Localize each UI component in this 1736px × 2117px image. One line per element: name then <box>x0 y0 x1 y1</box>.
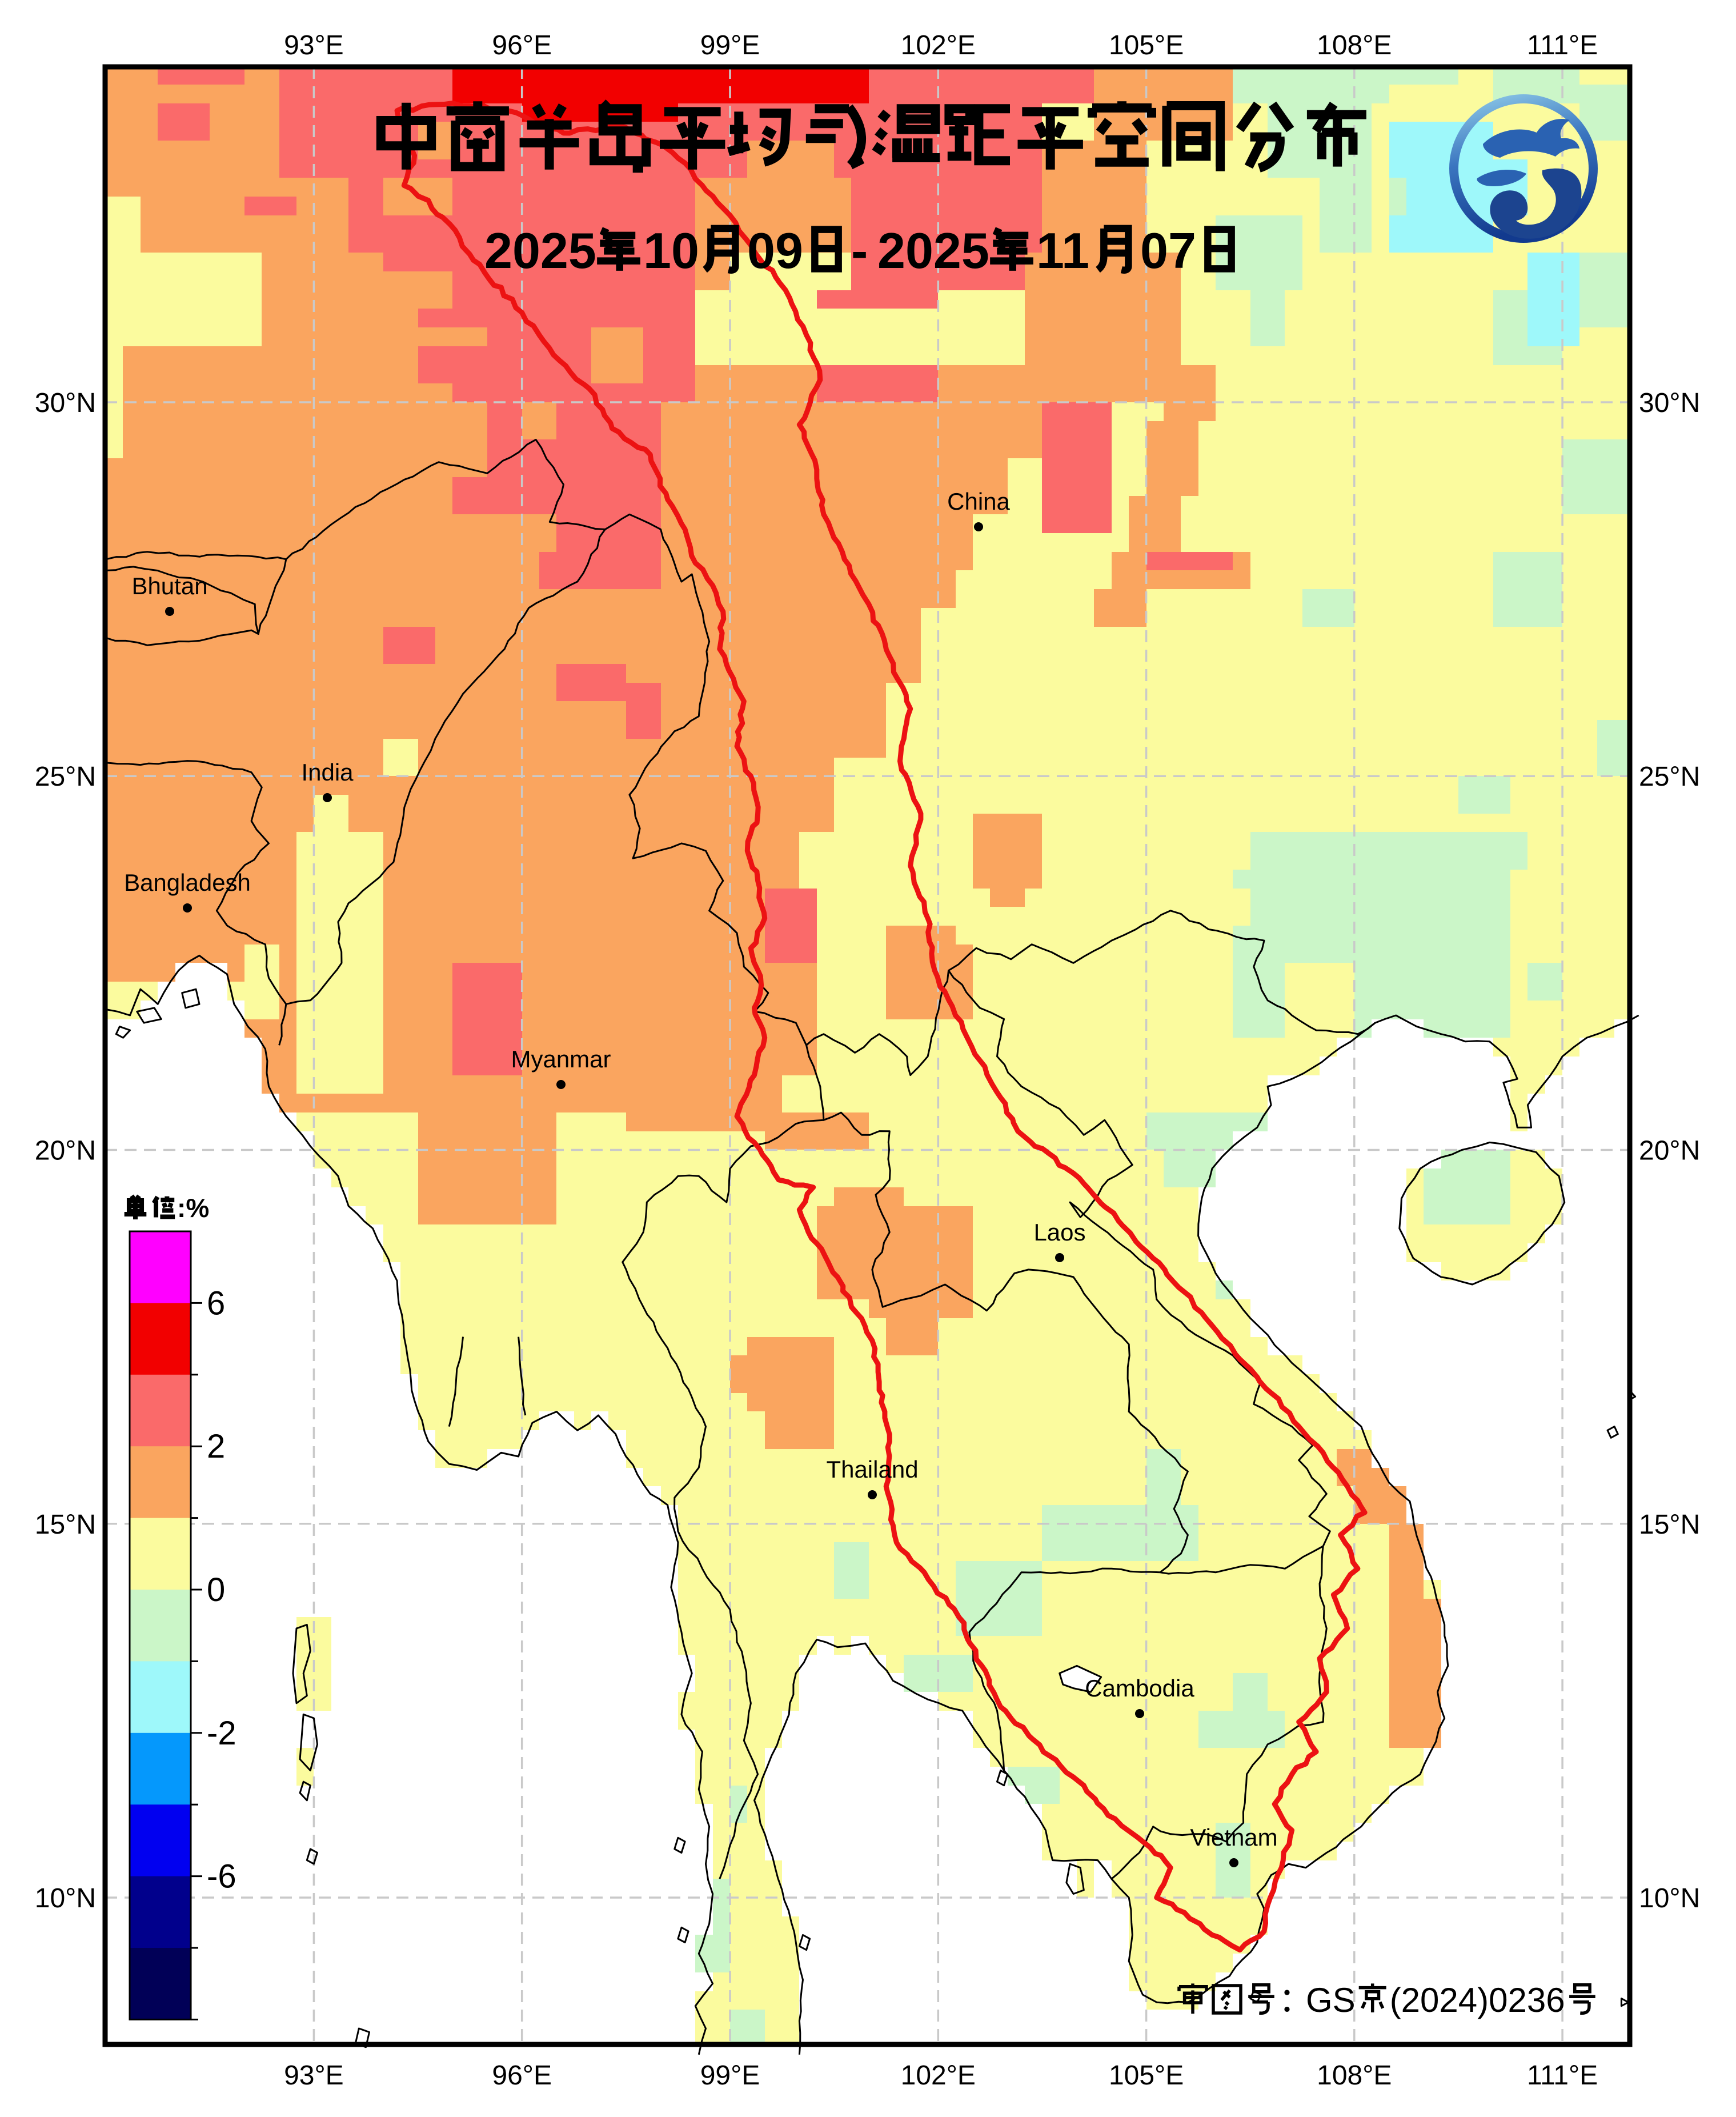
svg-text:10°N: 10°N <box>35 1883 96 1914</box>
svg-text:105°E: 105°E <box>1109 30 1184 61</box>
svg-text:10°N: 10°N <box>1639 1883 1700 1914</box>
svg-text:96°E: 96°E <box>492 2060 552 2091</box>
svg-text:111°E: 111°E <box>1527 30 1598 61</box>
svg-text:11: 11 <box>1036 222 1089 279</box>
svg-text::%: :% <box>177 1193 209 1223</box>
svg-text:20°N: 20°N <box>35 1136 96 1166</box>
svg-text:102°E: 102°E <box>901 30 976 61</box>
svg-text:108°E: 108°E <box>1317 2060 1392 2091</box>
svg-text:-6: -6 <box>207 1858 236 1895</box>
svg-text:India: India <box>301 759 354 786</box>
svg-text:99°E: 99°E <box>700 2060 760 2091</box>
svg-text:15°N: 15°N <box>35 1510 96 1540</box>
svg-text:20°N: 20°N <box>1639 1136 1700 1166</box>
svg-text:Vietnam: Vietnam <box>1190 1824 1277 1851</box>
svg-text:93°E: 93°E <box>284 30 344 61</box>
svg-text:(2024)0236: (2024)0236 <box>1390 1981 1565 2019</box>
svg-text:Cambodia: Cambodia <box>1085 1675 1194 1702</box>
svg-text:09: 09 <box>747 222 803 279</box>
svg-text:2025: 2025 <box>877 222 989 279</box>
svg-text:102°E: 102°E <box>901 2060 976 2091</box>
svg-text:15°N: 15°N <box>1639 1510 1700 1540</box>
svg-text:25°N: 25°N <box>1639 762 1700 792</box>
svg-text:105°E: 105°E <box>1109 2060 1184 2091</box>
svg-text:108°E: 108°E <box>1317 30 1392 61</box>
svg-text:-2: -2 <box>207 1715 236 1752</box>
svg-text:30°N: 30°N <box>35 388 96 418</box>
svg-text:Laos: Laos <box>1033 1219 1085 1246</box>
svg-text:Myanmar: Myanmar <box>511 1046 611 1072</box>
svg-text:Bangladesh: Bangladesh <box>124 869 251 896</box>
svg-text:-: - <box>851 222 868 279</box>
svg-text:111°E: 111°E <box>1527 2060 1598 2091</box>
svg-text:99°E: 99°E <box>700 30 760 61</box>
svg-text:25°N: 25°N <box>35 762 96 792</box>
svg-text:93°E: 93°E <box>284 2060 344 2091</box>
svg-text:China: China <box>947 488 1010 515</box>
svg-text:0: 0 <box>207 1571 225 1608</box>
svg-text:Bhutan: Bhutan <box>131 573 207 599</box>
svg-text:2025: 2025 <box>484 222 596 279</box>
svg-text:07: 07 <box>1140 222 1196 279</box>
svg-text:Thailand: Thailand <box>826 1456 918 1483</box>
svg-text:2: 2 <box>207 1428 225 1465</box>
svg-text:GS: GS <box>1306 1981 1356 2019</box>
svg-text:30°N: 30°N <box>1639 388 1700 418</box>
svg-text:：: ： <box>1278 1981 1313 2019</box>
svg-text:96°E: 96°E <box>492 30 552 61</box>
svg-text:10: 10 <box>643 222 699 279</box>
svg-text:6: 6 <box>207 1284 225 1322</box>
